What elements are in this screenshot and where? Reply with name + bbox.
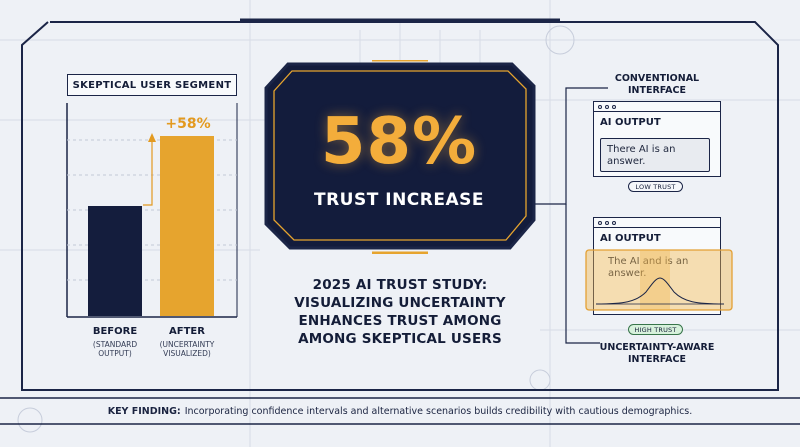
window-heading: AI OUTPUT [600,117,661,128]
hero-badge-shape [264,60,536,254]
segment-label: SKEPTICAL USER SEGMENT [67,74,237,96]
answer-text: The AI and is an answer. [608,256,689,279]
after-bar-label: AFTER [169,326,205,337]
hero-percentage: 58% [320,105,478,179]
study-headline: 2025 AI TRUST STUDY: VISUALIZING UNCERTA… [294,277,506,347]
window-dot-icon [605,104,609,109]
window-dot-icon [598,220,602,225]
increase-data-label: +58% [165,116,211,132]
window-titlebar [594,218,720,228]
conventional-interface-title: CONVENTIONAL INTERFACE [614,73,700,96]
confidence-interval-overlay [585,249,733,311]
uncertainty-window: AI OUTPUT The AI and is an answer. [593,217,721,315]
key-finding-text: Incorporating confidence intervals and a… [184,405,693,417]
conventional-window: AI OUTPUT There AI is an answer. [593,101,721,177]
window-dot-icon [612,220,616,225]
window-titlebar [594,102,720,112]
answer-box: There AI is an answer. [600,138,710,172]
window-dot-icon [598,104,602,109]
key-finding-footer: KEY FINDING: Incorporating confidence in… [0,398,800,424]
bar-before [88,206,142,316]
hero-stat: 58% TRUST INCREASE [272,68,526,246]
window-dot-icon [612,104,616,109]
uncertainty-interface-title: UNCERTAINTY-AWARE INTERFACE [599,342,715,365]
hero-label: TRUST INCREASE [314,190,484,210]
after-bar-caption: (UNCERTAINTY VISUALIZED) [159,340,215,359]
high-trust-badge: HIGH TRUST [628,324,683,335]
bar-after [160,136,214,316]
key-finding-label: KEY FINDING: [107,405,181,417]
low-trust-badge: LOW TRUST [628,181,683,192]
before-bar-caption: (STANDARD OUTPUT) [92,340,138,359]
before-bar-label: BEFORE [92,326,138,337]
window-dot-icon [605,220,609,225]
window-heading: AI OUTPUT [600,233,661,244]
